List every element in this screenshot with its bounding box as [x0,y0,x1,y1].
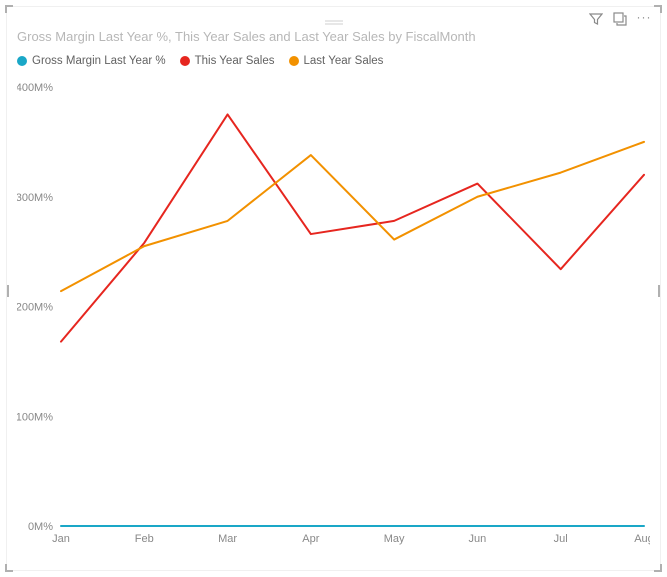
legend-label: This Year Sales [195,55,275,67]
svg-text:Jun: Jun [469,533,487,545]
drag-grip-icon[interactable] [325,13,343,19]
legend-item[interactable]: Last Year Sales [289,55,384,67]
svg-text:Feb: Feb [135,533,154,545]
svg-text:Aug: Aug [634,533,650,545]
svg-text:May: May [384,533,405,545]
svg-text:Apr: Apr [302,533,319,545]
visual-header: ··· [7,9,660,29]
resize-handle-mid-right[interactable] [652,284,662,294]
legend-label: Gross Margin Last Year % [32,55,166,67]
svg-text:Jul: Jul [554,533,568,545]
filter-icon[interactable] [588,11,604,27]
legend-swatch-icon [289,56,299,66]
chart-plot-area[interactable]: 0M% 100M% 200M% 300M% 400M% Jan Feb Mar Apr May Ju… [17,77,650,550]
svg-text:400M%: 400M% [17,82,53,94]
chart-legend: Gross Margin Last Year % This Year Sales… [17,55,383,67]
legend-item[interactable]: Gross Margin Last Year % [17,55,166,67]
focus-mode-icon[interactable] [612,11,628,27]
chart-visual: ··· Gross Margin Last Year %, This Year … [6,6,661,571]
legend-swatch-icon [17,56,27,66]
svg-text:Mar: Mar [218,533,237,545]
more-options-icon[interactable]: ··· [636,11,652,27]
resize-handle-bottom-right[interactable] [652,562,662,572]
legend-swatch-icon [180,56,190,66]
legend-item[interactable]: This Year Sales [180,55,275,67]
svg-text:100M%: 100M% [17,411,53,423]
svg-text:200M%: 200M% [17,302,53,314]
svg-text:Jan: Jan [52,533,70,545]
legend-label: Last Year Sales [304,55,384,67]
svg-text:0M%: 0M% [28,521,53,533]
resize-handle-mid-left[interactable] [5,284,15,294]
svg-text:300M%: 300M% [17,192,53,204]
chart-title: Gross Margin Last Year %, This Year Sale… [17,29,476,44]
resize-handle-bottom-left[interactable] [5,562,15,572]
